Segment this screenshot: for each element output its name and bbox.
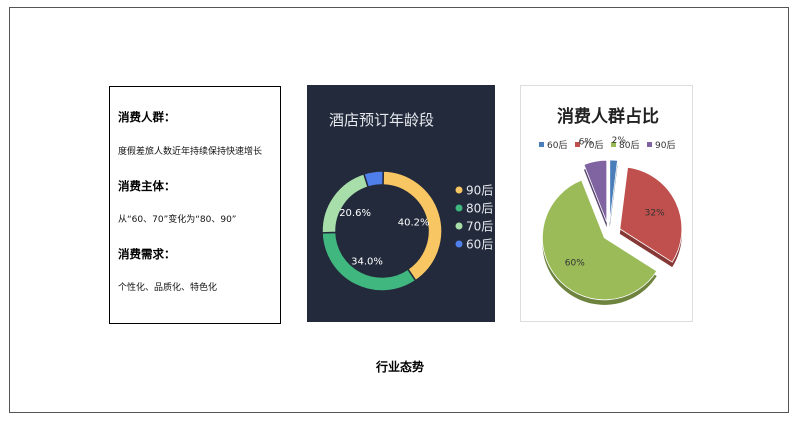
donut-legend-label-90: 90后 (466, 184, 493, 198)
heading-consumer-group: 消费人群： (118, 110, 176, 124)
pie-chart-title: 消费人群占比 (557, 106, 659, 127)
pie-data-label-80: 60% (565, 258, 585, 268)
heading-consumer-main: 消费主体： (118, 179, 176, 193)
donut-legend-swatch-80 (455, 204, 463, 212)
donut-data-label-70: 20.6% (339, 208, 371, 219)
donut-legend-label-80: 80后 (466, 202, 493, 216)
donut-legend-label-60: 60后 (466, 238, 493, 252)
heading-consumer-demand: 消费需求： (118, 247, 176, 261)
donut-slice-70 (321, 172, 370, 234)
text-consumer-demand: 个性化、品质化、特色化 (118, 283, 218, 293)
donut-legend-swatch-70 (455, 222, 463, 230)
pie-slice-70 (619, 166, 683, 263)
pie-legend-label-90: 90后 (655, 140, 675, 151)
pie-chart-panel: 消费人群占比 60后 70后 80后 90后 2% 32% 60% 6% (520, 85, 693, 322)
donut-data-label-90: 40.2% (398, 218, 430, 229)
donut-legend-label-70: 70后 (466, 220, 493, 234)
donut-chart-panel: 酒店预订年龄段 40.2% 34.0% 20.6% 90后 80后 70后 60后 (307, 85, 495, 322)
donut-data-label-80: 34.0% (351, 256, 383, 267)
pie-data-label-60: 2% (612, 136, 627, 146)
figure-frame (9, 7, 789, 413)
pie-legend-label-80: 80后 (619, 140, 639, 151)
pie-data-label-90: 6% (579, 138, 594, 148)
info-box: 消费人群： 度假差旅人数近年持续保持快速增长 消费主体： 从“60、70”变化为… (109, 86, 281, 324)
pie-legend-label-60: 60后 (547, 140, 567, 151)
pie-legend-label-70: 70后 (583, 140, 603, 151)
pie-legend-swatch-90 (647, 142, 652, 147)
text-consumer-group: 度假差旅人数近年持续保持快速增长 (118, 147, 263, 157)
donut-slice-60 (362, 170, 384, 189)
pie-data-label-70: 32% (645, 209, 665, 219)
donut-chart-title: 酒店预订年龄段 (329, 111, 434, 129)
donut-chart: 酒店预订年龄段 40.2% 34.0% 20.6% 90后 80后 70后 60后 (321, 111, 493, 292)
pie-slice-80 (542, 179, 658, 301)
pie-slice-90 (583, 159, 608, 223)
pie-legend-swatch-80 (611, 142, 616, 147)
figure-caption: 行业态势 (375, 360, 424, 374)
pie-slice-60 (609, 159, 618, 223)
text-consumer-main: 从“60、70”变化为“80、90” (118, 215, 237, 225)
pie-legend-swatch-60 (539, 142, 544, 147)
donut-legend-swatch-60 (455, 240, 463, 248)
pie-legend-swatch-70 (575, 142, 580, 147)
donut-legend-swatch-90 (455, 186, 463, 194)
pie-chart: 消费人群占比 60后 70后 80后 90后 2% 32% 60% 6% (539, 106, 683, 305)
